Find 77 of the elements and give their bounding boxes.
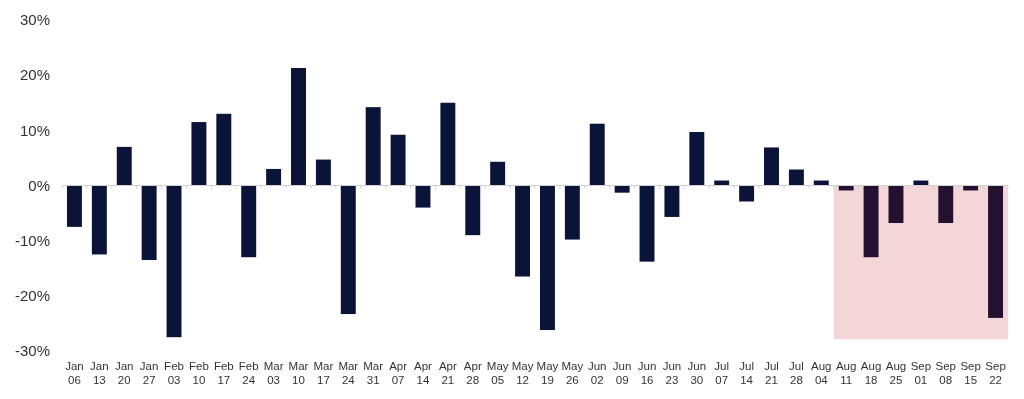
y-tick-label: 30% [19, 11, 50, 29]
x-tick-label: Mar 17 [313, 360, 334, 386]
bar [764, 147, 779, 186]
bar [116, 146, 132, 186]
x-tick-label: May 12 [511, 360, 534, 386]
bar [639, 185, 655, 262]
bar [888, 185, 904, 224]
bar [664, 185, 680, 217]
x-tick-label: Sep 08 [935, 360, 956, 386]
x-tick-label: Apr 07 [389, 360, 408, 386]
x-tick-label: Apr 21 [438, 360, 457, 386]
x-tick-label: Mar 03 [263, 360, 284, 386]
x-tick-label: Feb 17 [213, 360, 234, 386]
bar [365, 107, 381, 186]
x-tick-label: Aug 18 [860, 360, 882, 386]
x-tick-label: Jun 30 [687, 360, 707, 386]
y-tick-label: 20% [19, 66, 50, 84]
x-tick-label: Sep 01 [910, 360, 932, 386]
x-tick-label: May 26 [561, 360, 584, 386]
x-tick-label: Aug 25 [885, 360, 907, 386]
x-tick-label: Jun 23 [662, 360, 682, 386]
x-tick-label: Aug 04 [811, 360, 832, 386]
x-tick-label: Sep 22 [985, 360, 1006, 386]
x-tick-label: Jun 02 [587, 360, 607, 386]
bar [689, 131, 705, 186]
x-tick-label: Sep 15 [960, 360, 981, 386]
bar [863, 185, 879, 258]
bar [415, 185, 431, 208]
bar [166, 185, 182, 338]
x-tick-label: Jan 20 [114, 360, 134, 386]
bar [739, 185, 755, 202]
y-tick-label: -30% [14, 342, 50, 360]
x-tick-label: Jun 16 [637, 360, 657, 386]
bar [539, 185, 555, 331]
x-tick-label: Jul 14 [739, 360, 754, 386]
bar [938, 185, 954, 224]
y-tick-label: 0% [28, 176, 50, 194]
bar [66, 185, 82, 227]
y-tick-label: -20% [14, 287, 50, 305]
bar [490, 161, 506, 186]
bar [241, 185, 257, 258]
bar [788, 169, 804, 186]
x-tick-label: Feb 24 [238, 360, 259, 386]
bar [515, 185, 531, 277]
x-tick-label: Mar 24 [338, 360, 359, 386]
y-tick-label: 10% [19, 121, 50, 139]
bar [589, 123, 605, 186]
bar [216, 113, 232, 186]
bar [141, 185, 157, 260]
x-tick-label: Mar 10 [288, 360, 309, 386]
bar [91, 185, 107, 255]
x-tick-label: May 05 [486, 360, 509, 386]
bar [340, 185, 356, 315]
x-tick-label: Jul 21 [764, 360, 779, 386]
bar [266, 168, 282, 186]
bar [440, 102, 456, 186]
x-tick-label: Jul 07 [714, 360, 730, 386]
x-tick-label: Jan 27 [139, 360, 159, 386]
x-tick-label: Jan 06 [65, 360, 84, 386]
bar [191, 122, 207, 186]
bar [291, 68, 306, 186]
bar [988, 185, 1004, 318]
x-tick-label: Feb 03 [164, 360, 184, 386]
y-tick-label: -10% [14, 231, 50, 249]
x-tick-label: May 19 [536, 360, 559, 386]
bar [315, 159, 331, 186]
bar [564, 185, 580, 240]
x-tick-label: Jan 13 [90, 360, 109, 386]
bar [465, 185, 481, 236]
x-tick-label: Apr 14 [414, 360, 433, 386]
x-tick-label: Mar 31 [363, 360, 384, 386]
x-tick-label: Feb 10 [189, 360, 209, 386]
bar [390, 134, 406, 186]
x-tick-label: Jul 28 [789, 360, 804, 386]
x-tick-label: Aug 11 [835, 360, 857, 386]
x-tick-label: Jun 09 [612, 360, 632, 386]
x-tick-label: Apr 28 [463, 360, 482, 386]
